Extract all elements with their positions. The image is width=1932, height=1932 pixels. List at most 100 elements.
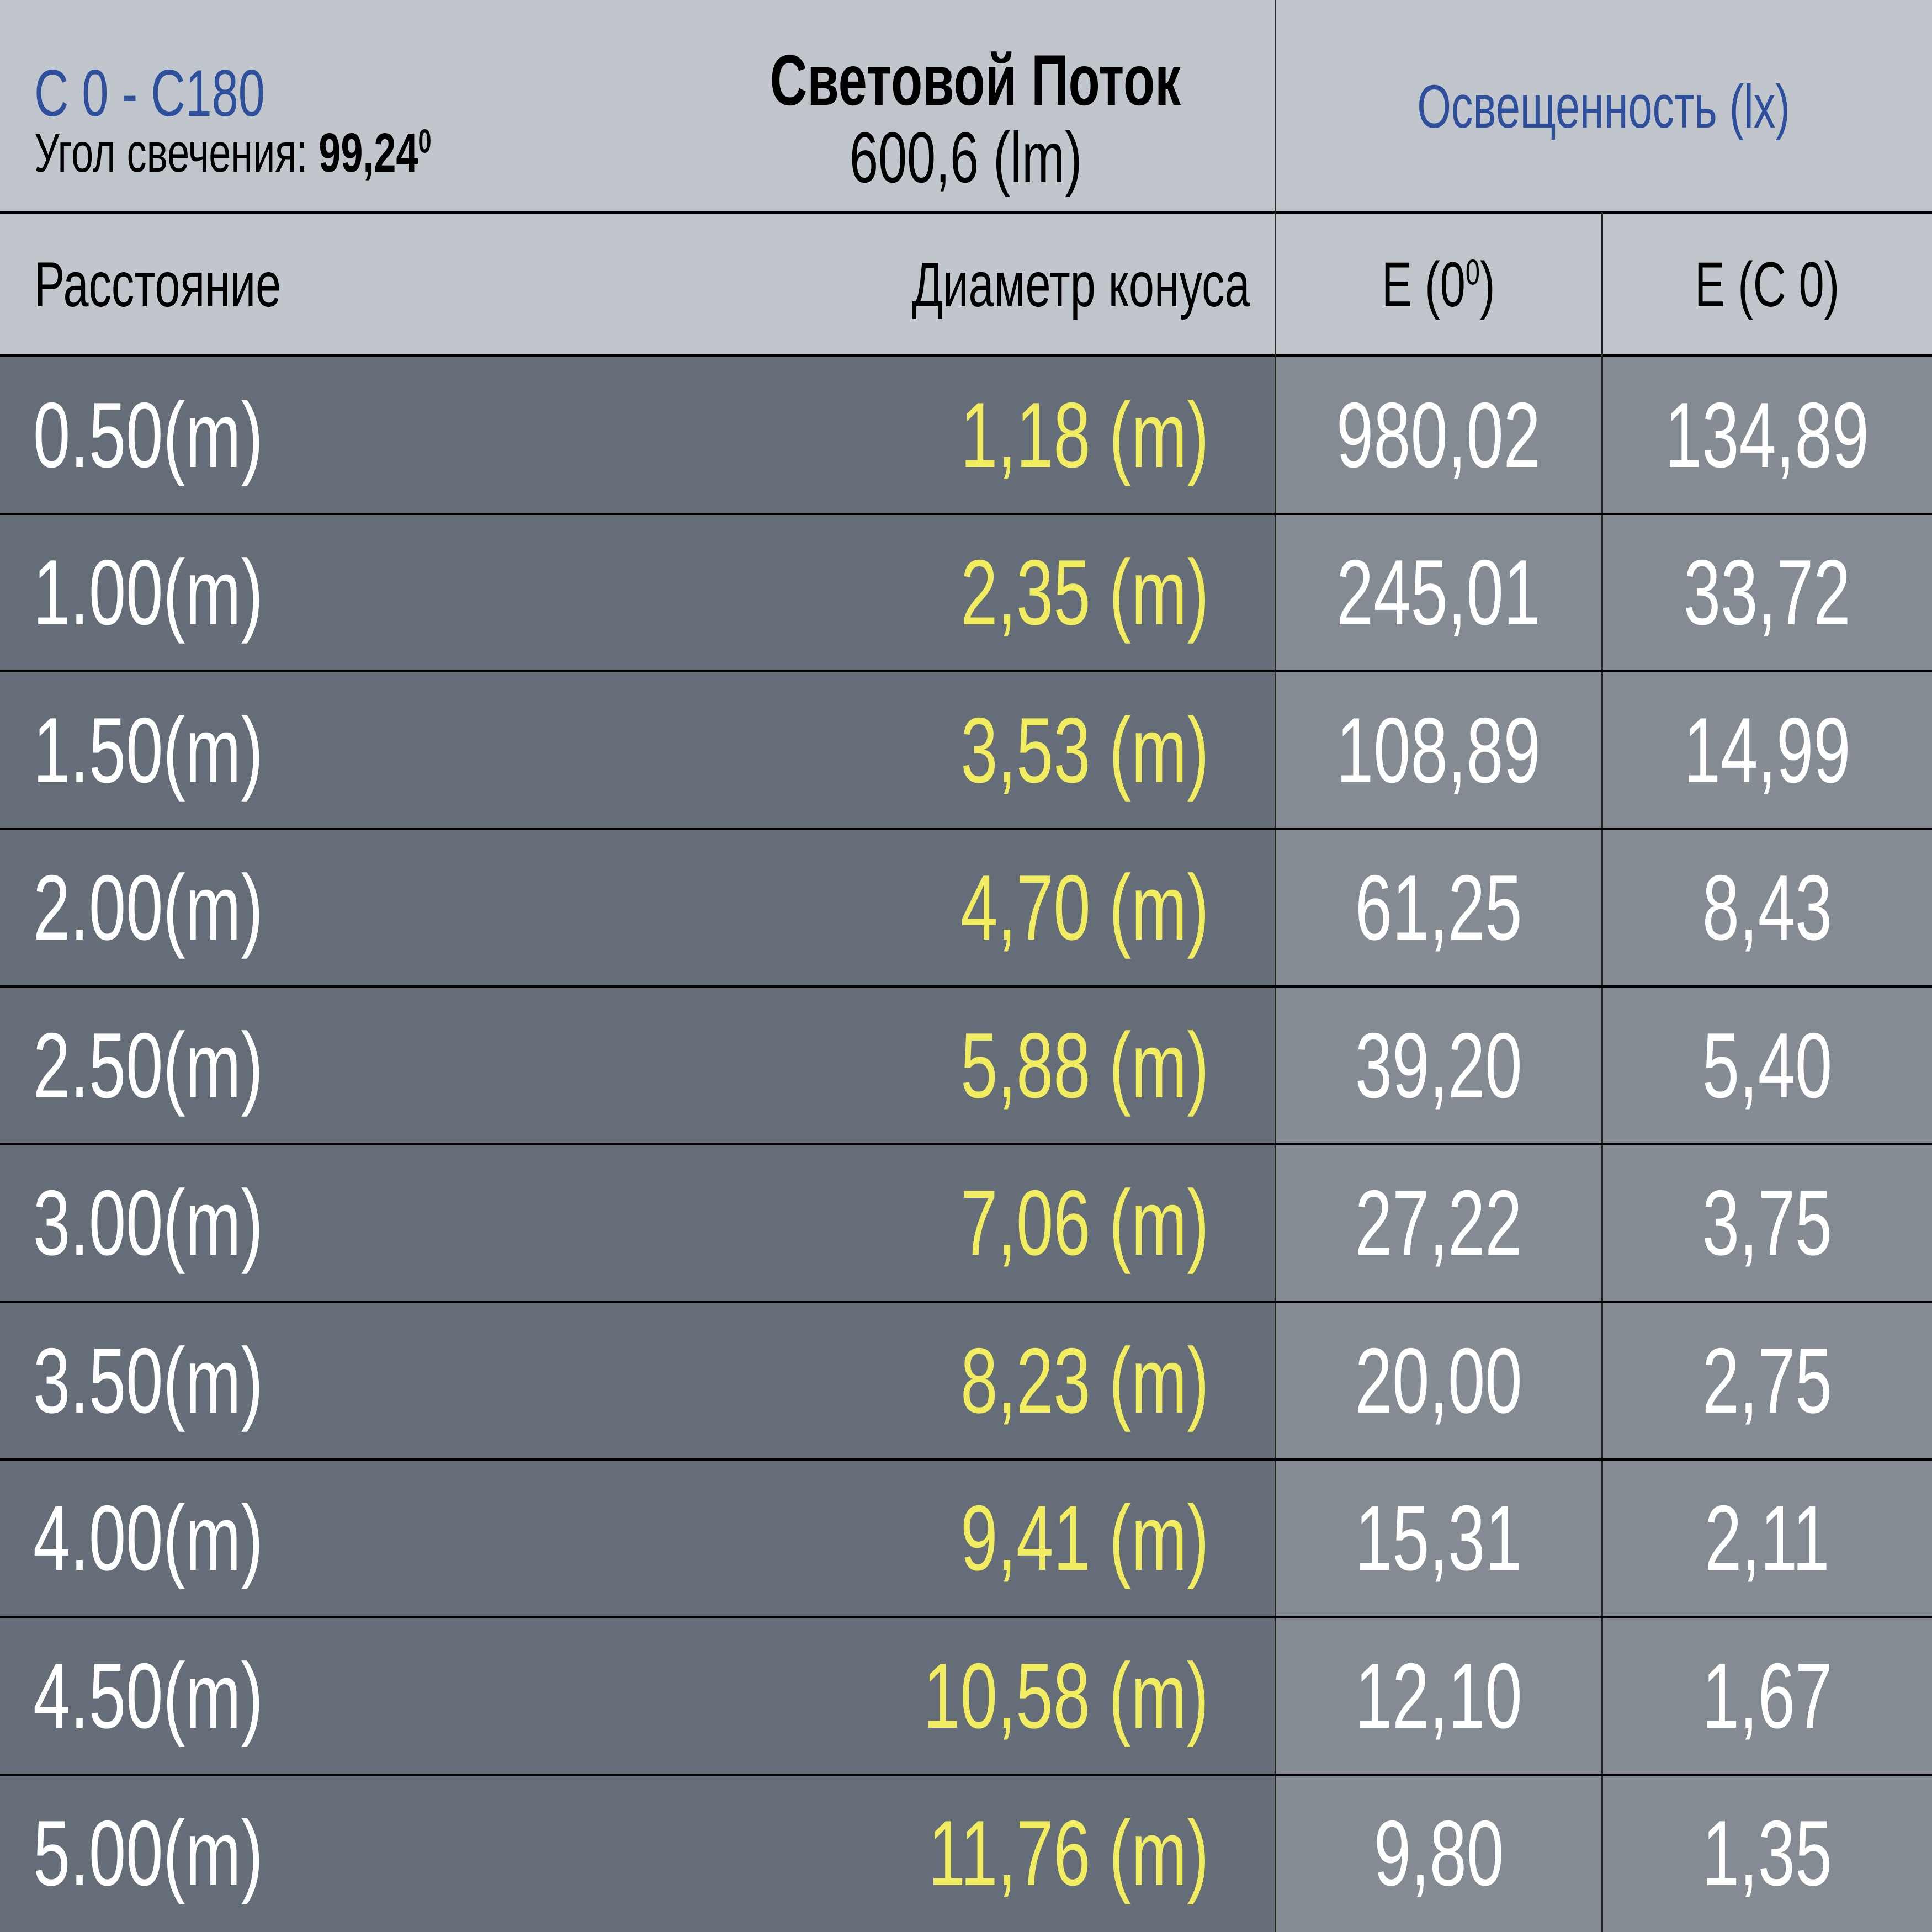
e0-cell: 108,89	[1275, 671, 1602, 829]
e0-cell-text: 108,89	[1336, 698, 1541, 802]
e0-cell: 980,02	[1275, 356, 1602, 514]
plane-text: C 0 - C180	[34, 56, 265, 130]
column-header-diameter: Диаметр конуса	[698, 248, 1250, 321]
e0-cell: 12,10	[1275, 1617, 1602, 1775]
flux-title: Световой Поток	[769, 40, 1181, 120]
diameter-cell: 9,41 (m)	[381, 1459, 1209, 1617]
distance-cell: 2.50(m)	[33, 986, 353, 1144]
e0-cell-text: 9,80	[1373, 1801, 1504, 1905]
degree-sign: 0	[1466, 252, 1480, 293]
ec0-cell-text: 1,67	[1702, 1643, 1832, 1748]
e0-header-close: )	[1480, 250, 1495, 320]
distance-cell: 5.00(m)	[33, 1775, 353, 1932]
divider	[1601, 212, 1603, 1932]
e0-cell-text: 15,31	[1355, 1486, 1522, 1590]
diameter-cell-text: 2,35 (m)	[960, 540, 1209, 644]
ec0-cell-text: 33,72	[1683, 540, 1851, 644]
e0-cell-text: 20,00	[1355, 1328, 1522, 1432]
column-header-ec0: E (C 0)	[1602, 248, 1932, 321]
row-divider	[0, 985, 1932, 988]
distance-cell-text: 3.00(m)	[33, 1171, 263, 1275]
ec0-cell-text: 2,11	[1704, 1486, 1830, 1590]
plane-label: C 0 - C180	[34, 55, 354, 131]
ec0-cell-text: 5,40	[1702, 1013, 1832, 1117]
diameter-cell: 3,53 (m)	[381, 671, 1209, 829]
diameter-cell: 2,35 (m)	[381, 514, 1209, 672]
ec0-cell-text: 1,35	[1702, 1801, 1832, 1905]
e0-cell: 27,22	[1275, 1144, 1602, 1302]
distance-cell-text: 2.00(m)	[33, 856, 263, 959]
distance-header-text: Расстояние	[34, 250, 282, 320]
e0-cell-text: 980,02	[1336, 383, 1541, 487]
e0-cell: 9,80	[1275, 1775, 1602, 1932]
diameter-cell-text: 10,58 (m)	[923, 1643, 1209, 1748]
distance-cell-text: 0.50(m)	[33, 383, 263, 487]
diameter-cell-text: 1,18 (m)	[960, 383, 1209, 487]
distance-cell-text: 2.50(m)	[33, 1013, 263, 1117]
diameter-cell-text: 4,70 (m)	[960, 856, 1209, 959]
e0-cell-text: 27,22	[1355, 1171, 1522, 1275]
diameter-cell-text: 5,88 (m)	[960, 1013, 1209, 1117]
column-header-distance: Расстояние	[34, 248, 377, 321]
row-divider	[0, 1616, 1932, 1618]
column-header-e0: E (00)	[1275, 248, 1602, 321]
e0-header-text: E (0	[1382, 250, 1466, 320]
diameter-cell: 7,06 (m)	[381, 1144, 1209, 1302]
e0-cell: 15,31	[1275, 1459, 1602, 1617]
e0-cell: 39,20	[1275, 986, 1602, 1144]
row-divider	[0, 827, 1932, 830]
ec0-cell: 8,43	[1602, 829, 1932, 987]
distance-cell-text: 1.50(m)	[33, 698, 263, 802]
e0-cell: 20,00	[1275, 1302, 1602, 1459]
distance-cell: 3.50(m)	[33, 1302, 353, 1459]
ec0-cell-text: 3,75	[1702, 1171, 1832, 1275]
row-divider	[0, 1458, 1932, 1461]
diameter-cell: 8,23 (m)	[381, 1302, 1209, 1459]
diameter-cell-text: 11,76 (m)	[928, 1801, 1209, 1905]
distance-cell: 0.50(m)	[33, 356, 353, 514]
distance-cell: 4.00(m)	[33, 1459, 353, 1617]
row-divider	[0, 670, 1932, 672]
e0-cell: 245,01	[1275, 514, 1602, 672]
ec0-cell: 2,75	[1602, 1302, 1932, 1459]
diameter-cell-text: 7,06 (m)	[960, 1171, 1209, 1275]
e0-cell-text: 245,01	[1336, 540, 1541, 644]
luminous-flux: Световой Поток 600,6 (lm)	[690, 41, 1242, 196]
ec0-cell-text: 2,75	[1702, 1328, 1832, 1432]
ec0-cell: 14,99	[1602, 671, 1932, 829]
flux-value: 600,6 (lm)	[850, 117, 1082, 198]
illuminance-title: Освещенность (lx)	[1275, 72, 1932, 142]
e0-cell-text: 12,10	[1355, 1643, 1522, 1748]
divider	[0, 354, 1932, 357]
ec0-cell: 134,89	[1602, 356, 1932, 514]
distance-cell-text: 5.00(m)	[33, 1801, 263, 1905]
row-divider	[0, 1143, 1932, 1145]
degree-sign: 0	[418, 123, 432, 160]
ec0-cell-text: 14,99	[1683, 698, 1851, 802]
distance-cell-text: 4.50(m)	[33, 1643, 263, 1748]
distance-cell-text: 1.00(m)	[33, 540, 263, 644]
ec0-cell-text: 8,43	[1702, 856, 1832, 959]
distance-cell: 1.50(m)	[33, 671, 353, 829]
e0-cell-text: 39,20	[1355, 1013, 1522, 1117]
diameter-cell-text: 8,23 (m)	[960, 1328, 1209, 1432]
e0-cell: 61,25	[1275, 829, 1602, 987]
beam-angle: Угол свечения: 99,240	[34, 121, 586, 185]
diameter-cell: 4,70 (m)	[381, 829, 1209, 987]
diameter-cell-text: 3,53 (m)	[960, 698, 1209, 802]
ec0-cell: 1,67	[1602, 1617, 1932, 1775]
ec0-cell: 3,75	[1602, 1144, 1932, 1302]
ec0-cell: 1,35	[1602, 1775, 1932, 1932]
row-divider	[0, 1301, 1932, 1303]
row-divider	[0, 512, 1932, 515]
e0-cell-text: 61,25	[1355, 856, 1522, 959]
diameter-cell: 5,88 (m)	[381, 986, 1209, 1144]
diameter-cell: 10,58 (m)	[381, 1617, 1209, 1775]
beam-angle-label: Угол свечения:	[34, 122, 308, 184]
divider	[0, 211, 1932, 214]
distance-cell-text: 4.00(m)	[33, 1486, 263, 1590]
beam-angle-value: 99,24	[319, 122, 418, 184]
diameter-header-text: Диаметр конуса	[912, 250, 1250, 320]
distance-cell: 4.50(m)	[33, 1617, 353, 1775]
illuminance-title-text: Освещенность (lx)	[1417, 73, 1790, 141]
